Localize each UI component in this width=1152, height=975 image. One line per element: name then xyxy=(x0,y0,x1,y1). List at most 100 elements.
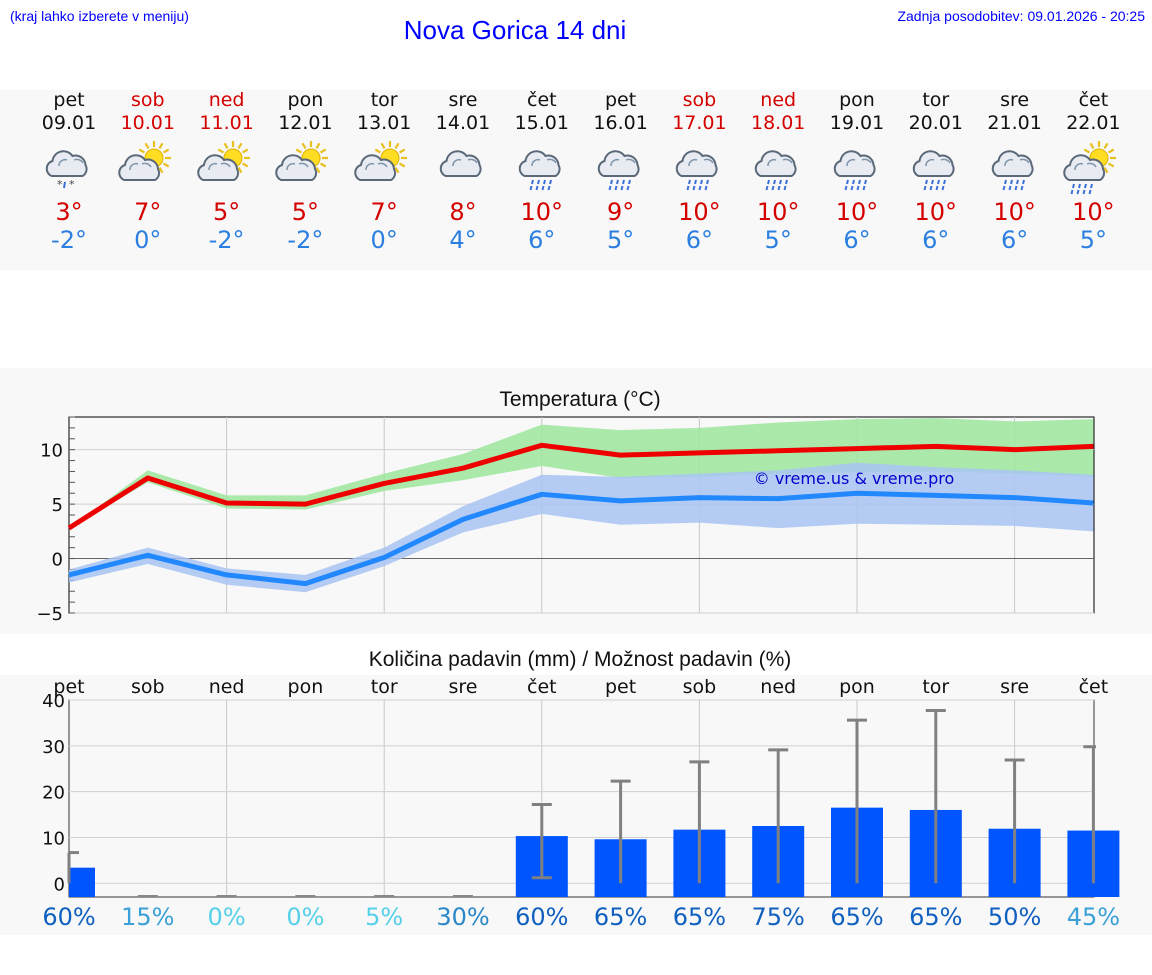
last-update: Zadnja posodobitev: 09.01.2026 - 20:25 xyxy=(897,8,1145,24)
day-name: sre xyxy=(448,89,478,111)
cloud-detail xyxy=(365,162,388,171)
day-name: tor xyxy=(370,89,398,111)
precipitation-probability: 15% xyxy=(121,903,175,931)
snowflake: * xyxy=(69,178,75,191)
raindrop xyxy=(1084,183,1088,189)
precipitation-probability: 65% xyxy=(909,903,963,931)
cloud-rain-icon xyxy=(591,140,651,195)
precipitation-chart-title: Količina padavin (mm) / Možnost padavin … xyxy=(368,648,792,671)
cloud-shape xyxy=(354,154,397,181)
raindrop xyxy=(536,179,540,185)
cloud-shape xyxy=(118,154,160,181)
sun-rain-icon xyxy=(1063,140,1123,195)
precipitation-probability: 45% xyxy=(1066,903,1121,931)
raindrop xyxy=(700,179,704,185)
raindrop xyxy=(1088,189,1092,195)
raindrop xyxy=(785,179,789,185)
cloud-shape xyxy=(912,150,955,177)
cloud-shape xyxy=(45,150,88,177)
precipitation-probability: 0% xyxy=(286,903,325,931)
cloud-detail xyxy=(846,158,872,167)
cloud-detail xyxy=(58,158,84,167)
precipitation-probability: 75% xyxy=(751,903,805,931)
raindrop xyxy=(765,185,769,191)
temp-max: 10° xyxy=(756,198,800,226)
cloud-shape xyxy=(1063,154,1106,181)
temp-min: 0° xyxy=(134,226,162,254)
page-title: Nova Gorica 14 dni xyxy=(403,15,627,45)
raindrop xyxy=(923,185,927,191)
raindrop xyxy=(1014,185,1018,191)
day-name: sre xyxy=(1000,89,1030,111)
sun-cloud-icon xyxy=(196,140,257,195)
day-date: 14.01 xyxy=(435,112,491,134)
raindrop xyxy=(1020,185,1024,191)
raindrop xyxy=(530,179,534,185)
raindrop xyxy=(844,185,848,191)
cloud-shape xyxy=(754,150,797,177)
precipitation-probability: 60% xyxy=(42,903,96,931)
day-name: sob xyxy=(682,89,717,111)
cloud-icon xyxy=(433,140,493,195)
cloud-shape xyxy=(676,150,718,177)
precipitation-panel xyxy=(0,675,1152,935)
raindrop xyxy=(1015,179,1019,185)
cloud-detail xyxy=(609,158,636,167)
snowflake: * xyxy=(57,178,63,191)
cloud-detail xyxy=(531,158,557,167)
temp-min: 5° xyxy=(1079,226,1108,254)
day-name: čet xyxy=(1078,89,1109,111)
raindrop xyxy=(547,185,551,191)
cloud-rain-icon xyxy=(748,140,808,195)
raindrop xyxy=(541,185,545,191)
day-date: 09.01 xyxy=(41,112,97,134)
temp-max: 10° xyxy=(678,198,721,226)
day-name: ned xyxy=(208,89,245,111)
day-date: 19.01 xyxy=(829,112,885,134)
temp-min: 0° xyxy=(370,226,398,254)
raindrop xyxy=(688,179,692,185)
daily-forecast-panel xyxy=(0,90,1152,270)
cloud-detail xyxy=(688,158,715,167)
cloud-shape xyxy=(196,154,239,181)
raindrop xyxy=(1082,189,1086,195)
cloud-detail xyxy=(1003,158,1030,167)
day-date: 17.01 xyxy=(672,112,727,134)
day-name: tor xyxy=(922,89,950,111)
raindrop xyxy=(1078,183,1082,189)
raindrop xyxy=(1002,185,1006,191)
precipitation-probability: 5% xyxy=(365,903,404,931)
day-date: 15.01 xyxy=(514,112,569,134)
sun-cloud-icon xyxy=(118,140,178,195)
raindrop xyxy=(771,185,775,191)
raindrop xyxy=(846,179,849,185)
raindrop xyxy=(698,185,702,191)
raindrop xyxy=(614,185,618,191)
day-date: 13.01 xyxy=(356,112,412,134)
temp-max: 10° xyxy=(520,198,564,226)
raindrop xyxy=(615,179,619,185)
raindrop xyxy=(858,179,861,185)
raindrop xyxy=(850,185,854,191)
temp-min: 5° xyxy=(764,226,792,254)
raindrop xyxy=(783,185,787,191)
temp-max: 10° xyxy=(914,198,958,226)
temp-max: 10° xyxy=(1072,198,1115,226)
raindrop xyxy=(686,185,690,191)
cloud-rain-icon xyxy=(827,140,887,195)
precipitation-probability: 65% xyxy=(672,903,727,931)
day-date: 21.01 xyxy=(987,112,1042,134)
cloud-rain-icon xyxy=(985,140,1045,195)
raindrop xyxy=(1021,179,1025,185)
raindrop xyxy=(1009,179,1013,185)
day-name: pon xyxy=(839,89,875,111)
raindrop xyxy=(1076,189,1080,195)
location-menu-hint: (kraj lahko izberete v meniju) xyxy=(10,8,189,24)
raindrop xyxy=(1008,185,1012,191)
precipitation-probability: 30% xyxy=(436,903,490,931)
raindrop xyxy=(609,179,613,185)
precipitation-probability: 0% xyxy=(207,903,246,931)
raindrop xyxy=(704,185,708,191)
day-date: 12.01 xyxy=(278,112,333,134)
cloud-detail xyxy=(767,158,793,167)
